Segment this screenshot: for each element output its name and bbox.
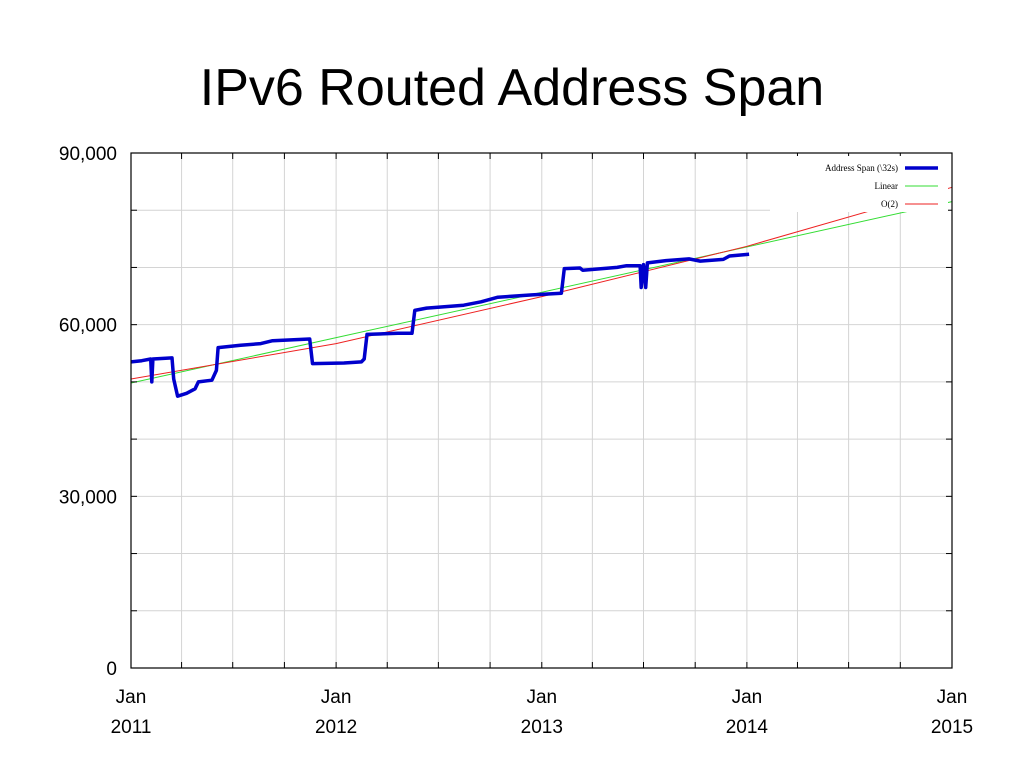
series-line-1 (130, 201, 953, 384)
y-tick-label: 90,000 (59, 144, 117, 165)
y-tick-label: 60,000 (59, 316, 117, 337)
series-layer (130, 186, 953, 398)
legend-box (770, 156, 948, 212)
x-tick-label-month: Jan (732, 687, 763, 708)
x-tick-label-year: 2011 (111, 717, 152, 738)
x-tick-label-year: 2012 (315, 717, 357, 738)
x-tick-label-year: 2013 (521, 717, 563, 738)
x-tick-label-month: Jan (321, 687, 352, 708)
series-line-0 (130, 252, 750, 398)
legend: Address Span (\32s) Linear O(2) (770, 156, 948, 212)
x-tick-label-year: 2015 (931, 717, 973, 738)
grid-lines (131, 153, 952, 668)
x-tick-label-month: Jan (526, 687, 557, 708)
series-line-2 (130, 186, 953, 380)
x-tick-label-month: Jan (937, 687, 968, 708)
legend-label: Linear (875, 181, 898, 191)
y-tick-label: 30,000 (59, 487, 117, 508)
legend-label: Address Span (\32s) (825, 163, 898, 173)
x-axis-labels: Jan 2011 Jan 2012 Jan 2013 Jan 2014 Jan 2015 (111, 687, 974, 738)
y-axis-labels: 0 30,000 60,000 90,000 (59, 144, 117, 680)
x-tick-label-year: 2014 (726, 717, 769, 738)
y-tick-label: 0 (106, 659, 117, 680)
legend-label: O(2) (881, 199, 898, 209)
chart-title: IPv6 Routed Address Span (199, 59, 825, 117)
x-tick-label-month: Jan (116, 687, 147, 708)
